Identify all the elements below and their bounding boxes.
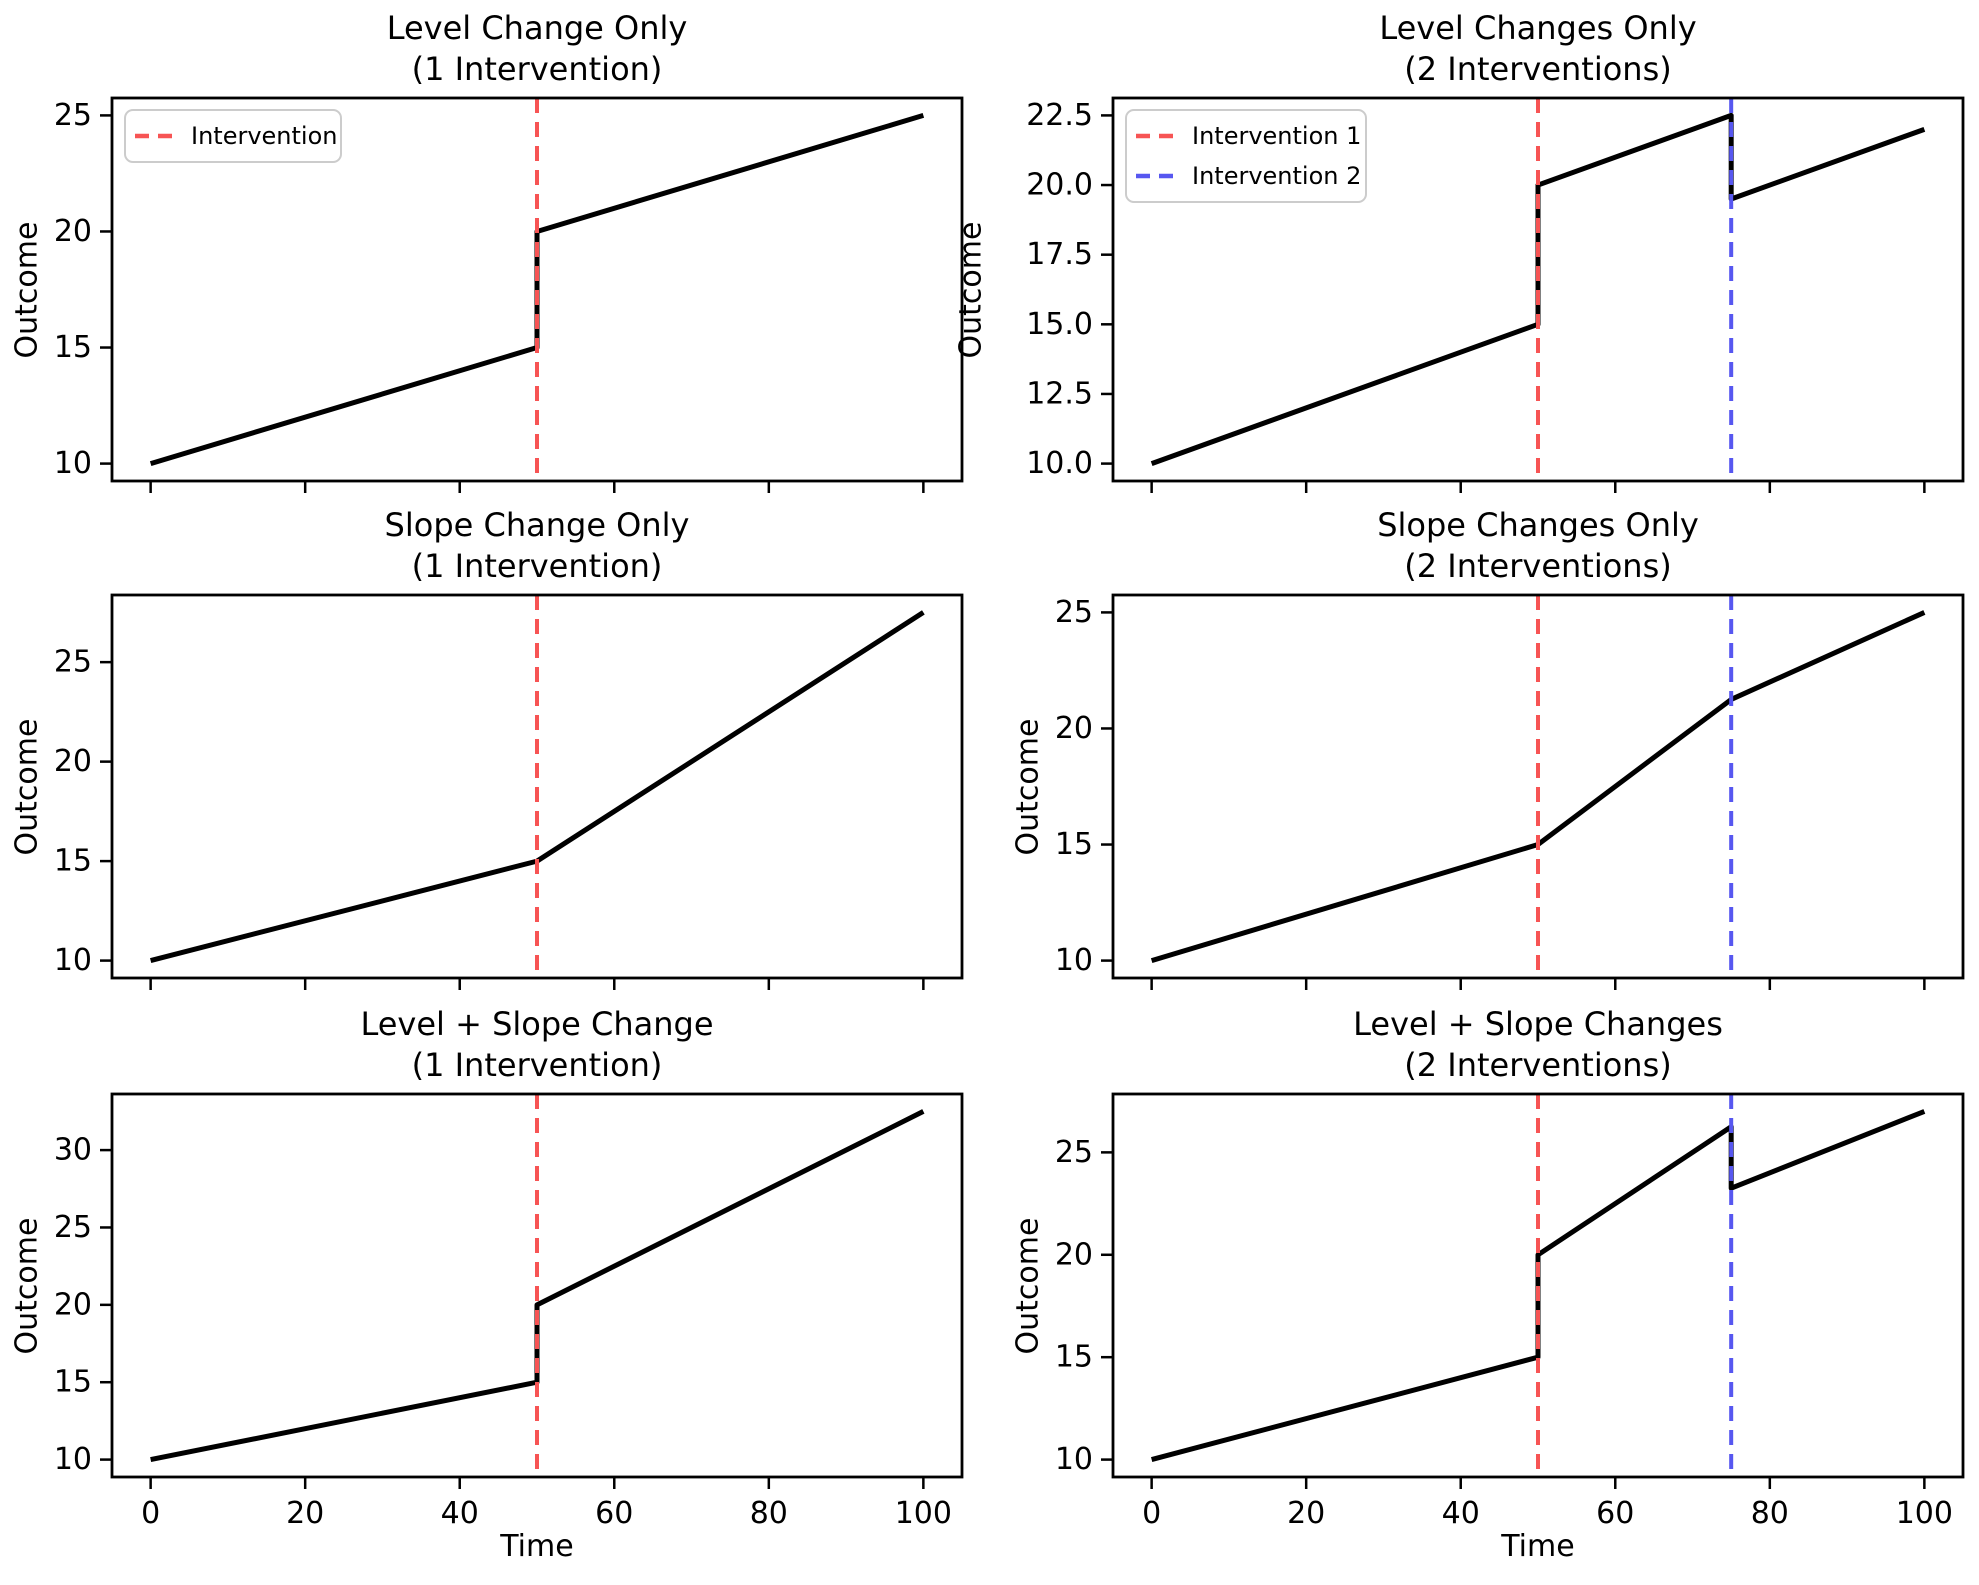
legend-box bbox=[124, 109, 342, 163]
y-tick-label: 15 bbox=[1055, 827, 1093, 862]
plot-area: 0 20 40 60 80 100 10 15 20 25 bbox=[1055, 1092, 1965, 1531]
y-tick-label: 10 bbox=[1055, 943, 1093, 978]
chart-title: Level + Slope Change (1 Intervention) bbox=[112, 1004, 962, 1086]
y-tick-label: 15.0 bbox=[1026, 307, 1093, 342]
chart-title-line2: (1 Intervention) bbox=[411, 547, 663, 585]
y-tick-label: 10.0 bbox=[1026, 446, 1093, 481]
chart-title-line1: Level + Slope Changes bbox=[1353, 1005, 1723, 1043]
x-tick-label: 100 bbox=[1896, 1496, 1953, 1531]
y-tick-label: 15 bbox=[54, 1365, 92, 1400]
chart-title-line1: Level Change Only bbox=[386, 9, 688, 47]
y-tick-label: 20 bbox=[54, 1287, 92, 1322]
outcome-line bbox=[149, 113, 925, 466]
subplot-slope-change-only-1: Slope Change Only (1 Intervention) Outco… bbox=[10, 506, 964, 990]
x-tick-label: 40 bbox=[441, 1496, 479, 1531]
chart-title-line2: (1 Intervention) bbox=[411, 50, 663, 88]
y-tick-label: 30 bbox=[54, 1133, 92, 1168]
y-axis-label: Outcome bbox=[953, 221, 989, 358]
axes-border bbox=[1111, 96, 1965, 483]
y-tick-label: 20 bbox=[54, 744, 92, 779]
y-tick-label: 20 bbox=[1055, 1237, 1093, 1272]
chart-title: Slope Change Only (1 Intervention) bbox=[112, 505, 962, 587]
y-tick-label: 15 bbox=[54, 330, 92, 365]
chart-title-line2: (1 Intervention) bbox=[411, 1046, 663, 1084]
x-tick-label: 20 bbox=[1287, 1496, 1325, 1531]
y-axis-label: Outcome bbox=[9, 718, 45, 855]
subplot-level-slope-change-1: Level + Slope Change (1 Intervention) Ou… bbox=[10, 1005, 964, 1564]
y-axis-label: Outcome bbox=[9, 221, 45, 358]
y-tick-label: 15 bbox=[54, 844, 92, 879]
x-tick-label: 80 bbox=[750, 1496, 788, 1531]
y-axis-label: Outcome bbox=[1010, 718, 1046, 855]
x-tick-label: 80 bbox=[1751, 1496, 1789, 1531]
subplot-slope-changes-only-2: Slope Changes Only (2 Interventions) Out… bbox=[1011, 506, 1965, 990]
plot-area: 10 15 20 25 Intervention bbox=[54, 96, 964, 493]
y-tick-label: 20 bbox=[54, 214, 92, 249]
axes-border bbox=[110, 1092, 964, 1479]
y-tick-label: 25 bbox=[54, 1210, 92, 1245]
x-tick-label: 60 bbox=[595, 1496, 633, 1531]
x-tick-label: 20 bbox=[286, 1496, 324, 1531]
legend-label: Intervention 2 bbox=[1192, 162, 1361, 190]
y-tick-label: 25 bbox=[1055, 1135, 1093, 1170]
chart-title-line2: (2 Interventions) bbox=[1404, 1046, 1672, 1084]
y-tick-label: 20 bbox=[1055, 711, 1093, 746]
legend-label: Intervention 1 bbox=[1192, 122, 1361, 150]
y-tick-label: 15 bbox=[1055, 1340, 1093, 1375]
x-axis-label: Time bbox=[500, 1529, 574, 1564]
outcome-line bbox=[1150, 1109, 1926, 1463]
chart-title-line1: Level Changes Only bbox=[1379, 9, 1697, 47]
y-tick-label: 20.0 bbox=[1026, 168, 1093, 203]
y-tick-label: 25 bbox=[1055, 595, 1093, 630]
chart-title-line2: (2 Interventions) bbox=[1404, 547, 1672, 585]
chart-title-line1: Slope Changes Only bbox=[1377, 506, 1699, 544]
legend: Intervention 1 Intervention 2 bbox=[1125, 109, 1367, 203]
chart-title-line1: Slope Change Only bbox=[384, 506, 690, 544]
y-tick-label: 10 bbox=[54, 943, 92, 978]
plot-area: 10 15 20 25 bbox=[54, 593, 964, 990]
y-tick-label: 22.5 bbox=[1026, 98, 1093, 133]
x-tick-label: 60 bbox=[1596, 1496, 1634, 1531]
subplot-level-change-only-1: Level Change Only (1 Intervention) Outco… bbox=[10, 9, 964, 493]
axes-border bbox=[1111, 593, 1965, 980]
axes-border bbox=[110, 593, 964, 980]
x-tick-label: 0 bbox=[141, 1496, 160, 1531]
x-tick-label: 100 bbox=[895, 1496, 952, 1531]
chart-title-line2: (2 Interventions) bbox=[1404, 50, 1672, 88]
chart-title: Level + Slope Changes (2 Interventions) bbox=[1113, 1004, 1963, 1086]
x-tick-label: 40 bbox=[1442, 1496, 1480, 1531]
axes-border bbox=[1111, 1092, 1965, 1479]
y-tick-label: 10 bbox=[54, 446, 92, 481]
legend: Intervention bbox=[124, 109, 342, 163]
outcome-line bbox=[1150, 610, 1926, 963]
y-tick-label: 25 bbox=[54, 98, 92, 133]
subplot-level-slope-changes-2: Level + Slope Changes (2 Interventions) … bbox=[1011, 1005, 1965, 1564]
y-tick-label: 10 bbox=[1055, 1442, 1093, 1477]
chart-title: Level Changes Only (2 Interventions) bbox=[1113, 8, 1963, 90]
y-axis-label: Outcome bbox=[1010, 1217, 1046, 1354]
axes-border bbox=[110, 96, 964, 483]
chart-title-line1: Level + Slope Change bbox=[360, 1005, 714, 1043]
chart-title: Level Change Only (1 Intervention) bbox=[112, 8, 962, 90]
y-axis-label: Outcome bbox=[9, 1217, 45, 1354]
legend-box bbox=[1125, 109, 1367, 203]
x-axis-label: Time bbox=[1501, 1529, 1575, 1564]
plot-area: 10 15 20 25 bbox=[1055, 593, 1965, 990]
y-tick-label: 12.5 bbox=[1026, 376, 1093, 411]
plot-area: 0 20 40 60 80 100 10 15 20 25 30 bbox=[54, 1092, 964, 1531]
outcome-line bbox=[1150, 112, 1926, 466]
y-tick-label: 10 bbox=[54, 1442, 92, 1477]
chart-title: Slope Changes Only (2 Interventions) bbox=[1113, 505, 1963, 587]
x-tick-label: 0 bbox=[1142, 1496, 1161, 1531]
legend-label: Intervention bbox=[191, 122, 337, 150]
y-tick-label: 17.5 bbox=[1026, 237, 1093, 272]
subplot-level-changes-only-2: Level Changes Only (2 Interventions) Out… bbox=[954, 9, 1965, 493]
y-tick-label: 25 bbox=[54, 645, 92, 680]
